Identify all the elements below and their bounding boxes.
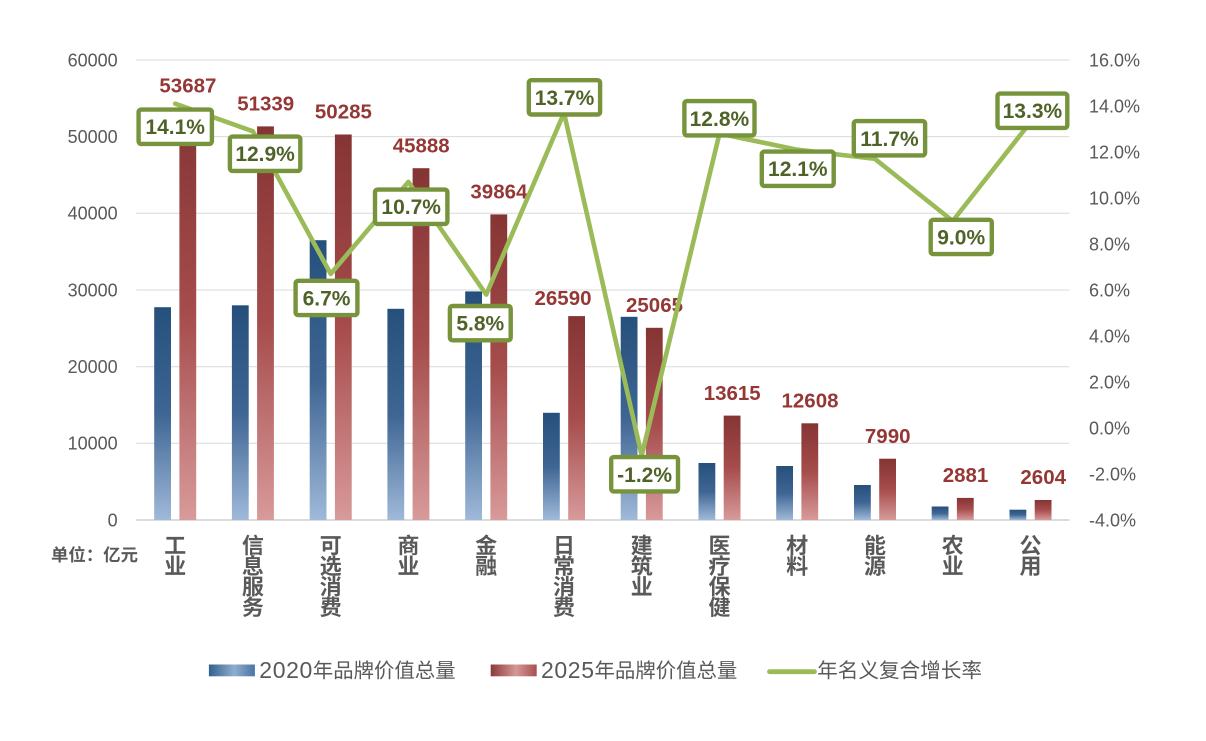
svg-text:11.7%: 11.7% [860,128,919,151]
svg-text:50000: 50000 [68,127,118,147]
svg-text:-4.0%: -4.0% [1089,510,1136,530]
svg-text:-1.2%: -1.2% [617,464,672,487]
svg-text:45888: 45888 [393,134,450,157]
svg-text:0: 0 [108,510,118,530]
svg-text:13615: 13615 [704,382,761,405]
svg-text:6.7%: 6.7% [303,287,351,310]
svg-text:8.0%: 8.0% [1089,234,1130,254]
svg-text:12.1%: 12.1% [768,158,828,181]
svg-text:14.1%: 14.1% [145,116,205,139]
svg-text:13.3%: 13.3% [1003,100,1063,123]
svg-text:60000: 60000 [68,50,118,70]
svg-text:13.7%: 13.7% [535,87,595,110]
svg-text:-2.0%: -2.0% [1089,464,1136,484]
svg-text:40000: 40000 [68,204,118,224]
svg-text:51339: 51339 [237,93,294,116]
svg-text:25065: 25065 [626,294,683,317]
svg-text:12608: 12608 [781,390,838,413]
svg-text:14.0%: 14.0% [1089,96,1140,116]
svg-text:7990: 7990 [865,425,911,448]
svg-text:9.0%: 9.0% [937,226,985,249]
svg-text:5.8%: 5.8% [456,313,504,336]
svg-text:50285: 50285 [315,101,372,124]
svg-text:26590: 26590 [534,287,591,310]
svg-text:6.0%: 6.0% [1089,280,1130,300]
svg-text:39864: 39864 [470,181,528,204]
svg-text:2604: 2604 [1020,466,1066,489]
svg-text:2.0%: 2.0% [1089,372,1130,392]
svg-text:10.0%: 10.0% [1089,188,1140,208]
svg-text:16.0%: 16.0% [1089,50,1140,70]
svg-text:10.7%: 10.7% [381,196,441,219]
svg-text:12.0%: 12.0% [1089,142,1140,162]
svg-text:20000: 20000 [68,357,118,377]
svg-text:2025: 2025 [541,657,594,683]
svg-text:4.0%: 4.0% [1089,326,1130,346]
svg-text:53687: 53687 [159,75,216,98]
svg-text:10000: 10000 [68,434,118,454]
svg-text:30000: 30000 [68,280,118,300]
svg-text:0.0%: 0.0% [1089,418,1130,438]
svg-text:2020: 2020 [259,657,312,683]
svg-text:2881: 2881 [943,464,989,487]
svg-text:12.8%: 12.8% [690,108,750,131]
svg-text:12.9%: 12.9% [235,143,295,166]
